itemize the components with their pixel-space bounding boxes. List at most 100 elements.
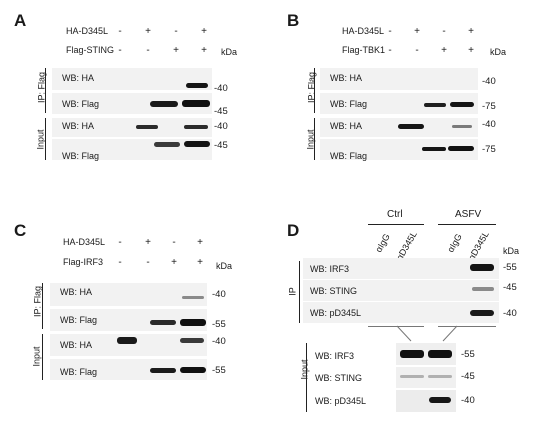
lane-label: αIgG — [373, 231, 392, 254]
mw-marker: -55 — [503, 262, 517, 273]
row-label-flag-irf3: Flag-IRF3 — [63, 257, 104, 267]
band — [398, 124, 424, 129]
bracket-line — [42, 334, 43, 380]
sign: + — [201, 45, 207, 56]
group-line — [438, 224, 496, 225]
sign: - — [118, 26, 122, 37]
band — [472, 287, 494, 291]
row-label-ha-d345l: HA-D345L — [66, 26, 109, 36]
crop-line — [438, 326, 496, 327]
band — [428, 350, 452, 358]
band — [150, 320, 176, 325]
band — [180, 367, 206, 373]
bracket-line — [314, 118, 315, 160]
group-ip-flag: IP: Flag — [306, 72, 317, 104]
wb-label: WB: HA — [60, 287, 93, 297]
row-label-ha-d345l: HA-D345L — [63, 237, 106, 247]
bracket-line — [306, 343, 307, 412]
panel-label-c: C — [14, 221, 27, 240]
wb-label: WB: Flag — [60, 367, 98, 377]
sign: + — [197, 237, 203, 248]
mw-marker: -40 — [212, 336, 226, 347]
mw-marker: -55 — [461, 349, 475, 360]
group-ip: IP — [287, 287, 298, 296]
blot-strip — [52, 68, 212, 90]
mw-marker: -75 — [482, 101, 496, 112]
bracket-line — [299, 261, 300, 323]
strip-divider — [303, 279, 499, 280]
sign: - — [174, 26, 178, 37]
mw-marker: -40 — [212, 289, 226, 300]
mw-marker: -45 — [214, 140, 228, 151]
wb-label: WB: Flag — [62, 151, 100, 161]
blot-strip — [50, 334, 207, 356]
mw-marker: -40 — [214, 121, 228, 132]
sign: + — [468, 26, 474, 37]
blot-strip — [320, 68, 478, 90]
blot-strip — [50, 309, 207, 331]
mw-marker: -75 — [482, 144, 496, 155]
sign: + — [468, 45, 474, 56]
wb-label: WB: IRF3 — [315, 351, 355, 361]
sign: - — [388, 26, 392, 37]
mw-marker: -40 — [482, 119, 496, 130]
mw-marker: -40 — [482, 76, 496, 87]
sign: - — [118, 45, 122, 56]
wb-label: WB: HA — [60, 340, 93, 350]
blot-strip — [50, 283, 207, 306]
band — [470, 310, 494, 316]
kda-label: kDa — [221, 47, 238, 57]
band — [400, 375, 424, 378]
blot-strip — [52, 118, 212, 137]
wb-label: WB: Flag — [62, 99, 100, 109]
sign: + — [201, 26, 207, 37]
mw-marker: -45 — [503, 282, 517, 293]
wb-label: WB: STING — [310, 286, 357, 296]
lane-label: αIgG — [445, 231, 464, 254]
sign: - — [118, 257, 122, 268]
group-ctrl: Ctrl — [387, 209, 403, 220]
band — [182, 100, 210, 107]
row-label-flag-sting: Flag-STING — [66, 45, 115, 55]
mw-marker: -45 — [214, 106, 228, 117]
bracket-line — [45, 68, 46, 113]
wb-label: WB: Flag — [330, 151, 368, 161]
row-label-flag-tbk1: Flag-TBK1 — [342, 45, 386, 55]
band — [450, 102, 474, 107]
panel-label-b: B — [287, 11, 300, 30]
sign: + — [197, 257, 203, 268]
bracket-line — [42, 283, 43, 329]
band — [150, 368, 176, 373]
wb-label: WB: HA — [62, 73, 95, 83]
group-input: Input — [31, 346, 42, 367]
panel-label-d: D — [287, 221, 300, 240]
blot-strip — [396, 343, 456, 365]
blot-strip — [303, 258, 499, 323]
sign: - — [172, 237, 176, 248]
band — [154, 142, 180, 147]
band — [428, 375, 452, 378]
wb-label: WB: Flag — [330, 99, 368, 109]
wb-label: WB: HA — [330, 73, 363, 83]
blot-strip — [320, 139, 478, 160]
band — [424, 103, 446, 107]
band — [470, 264, 494, 271]
mw-marker: -45 — [461, 371, 475, 382]
blot-strip — [396, 390, 456, 412]
wb-label: WB: STING — [315, 373, 362, 383]
band — [448, 146, 474, 151]
band — [400, 350, 424, 358]
wb-label: WB: IRF3 — [310, 264, 350, 274]
blot-strip — [396, 367, 456, 388]
sign: - — [146, 257, 150, 268]
sign: - — [146, 45, 150, 56]
sign: - — [118, 237, 122, 248]
wb-label: WB: HA — [62, 121, 95, 131]
band — [182, 296, 204, 299]
band — [180, 319, 206, 326]
crop-connector — [396, 325, 458, 342]
band — [117, 337, 137, 344]
kda-label: kDa — [503, 246, 520, 256]
mw-marker: -55 — [212, 319, 226, 330]
band — [186, 83, 208, 88]
